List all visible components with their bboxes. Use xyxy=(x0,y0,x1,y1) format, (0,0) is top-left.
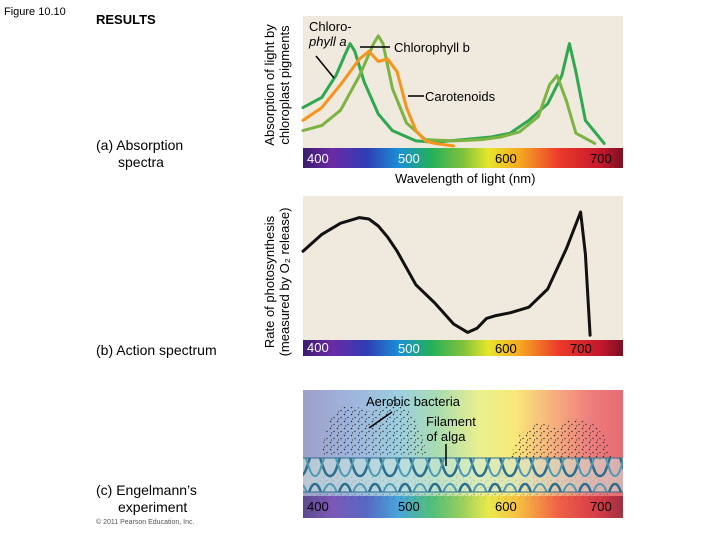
panel-a-tick-500: 500 xyxy=(398,151,420,166)
filament-label: Filament of alga xyxy=(416,414,476,444)
panel-a-curves xyxy=(301,34,606,148)
chlorophyll-a-label: Chloro- phyll a xyxy=(309,19,352,49)
chlorophyll-b-label: Chlorophyll b xyxy=(394,40,470,55)
panel-b-label: (b) Action spectrum xyxy=(96,342,217,358)
chlorophyll-b-curve xyxy=(301,34,597,145)
filament-label-line2: of alga xyxy=(426,429,466,444)
figure-label: Figure 10.10 xyxy=(4,6,66,18)
chlorophyll-a-label-line1: Chloro- xyxy=(309,19,352,34)
panel-b-tick-600: 600 xyxy=(495,341,517,356)
panel-a-tick-600: 600 xyxy=(495,151,517,166)
panel-c-tick-400: 400 xyxy=(307,499,329,514)
panel-c-label-line1: (c) Engelmann’s xyxy=(96,482,197,498)
panel-a-xlabel: Wavelength of light (nm) xyxy=(395,171,536,186)
panel-c-spectrum-bar xyxy=(303,496,623,518)
panel-a-label-line2: spectra xyxy=(118,154,164,170)
panel-a-plot-area xyxy=(303,16,623,168)
filament-label-line1: Filament xyxy=(426,414,476,429)
panel-b-curves xyxy=(301,210,592,337)
alga-chloroplast-helix xyxy=(303,458,623,492)
bacteria-cluster-red xyxy=(508,418,612,460)
panel-c-tick-700: 700 xyxy=(590,499,612,514)
carotenoids-curve xyxy=(301,49,456,148)
panel-c-label: (c) Engelmann’s experiment xyxy=(96,482,197,516)
action-spectrum-curve xyxy=(301,210,592,337)
chl-a-leader xyxy=(315,55,335,79)
panel-b-tick-400: 400 xyxy=(307,340,329,355)
chlorophyll-a-label-line2: phyll a xyxy=(309,34,347,49)
panel-b-spectrum-bar xyxy=(303,340,623,356)
carotenoids-label: Carotenoids xyxy=(425,89,496,104)
copyright: © 2011 Pearson Education, Inc. xyxy=(96,519,195,526)
results-label: RESULTS xyxy=(96,12,156,27)
panel-b-tick-500: 500 xyxy=(398,341,420,356)
panel-b-tick-700: 700 xyxy=(570,341,592,356)
bacteria-cluster-blue xyxy=(320,400,428,455)
panel-a-tick-700: 700 xyxy=(590,151,612,166)
bacteria-leader xyxy=(368,411,393,429)
panel-a-label-line1: (a) Absorption xyxy=(96,137,184,153)
panel-c-label-line2: experiment xyxy=(118,499,188,515)
panel-c-tick-600: 600 xyxy=(495,499,517,514)
panel-a-label: (a) Absorption spectra xyxy=(96,137,183,171)
panel-a-tick-400: 400 xyxy=(307,151,329,166)
panel-a-spectrum-bar xyxy=(303,148,623,168)
panel-c-tick-500: 500 xyxy=(398,499,420,514)
aerobic-bacteria-label: Aerobic bacteria xyxy=(366,394,460,409)
